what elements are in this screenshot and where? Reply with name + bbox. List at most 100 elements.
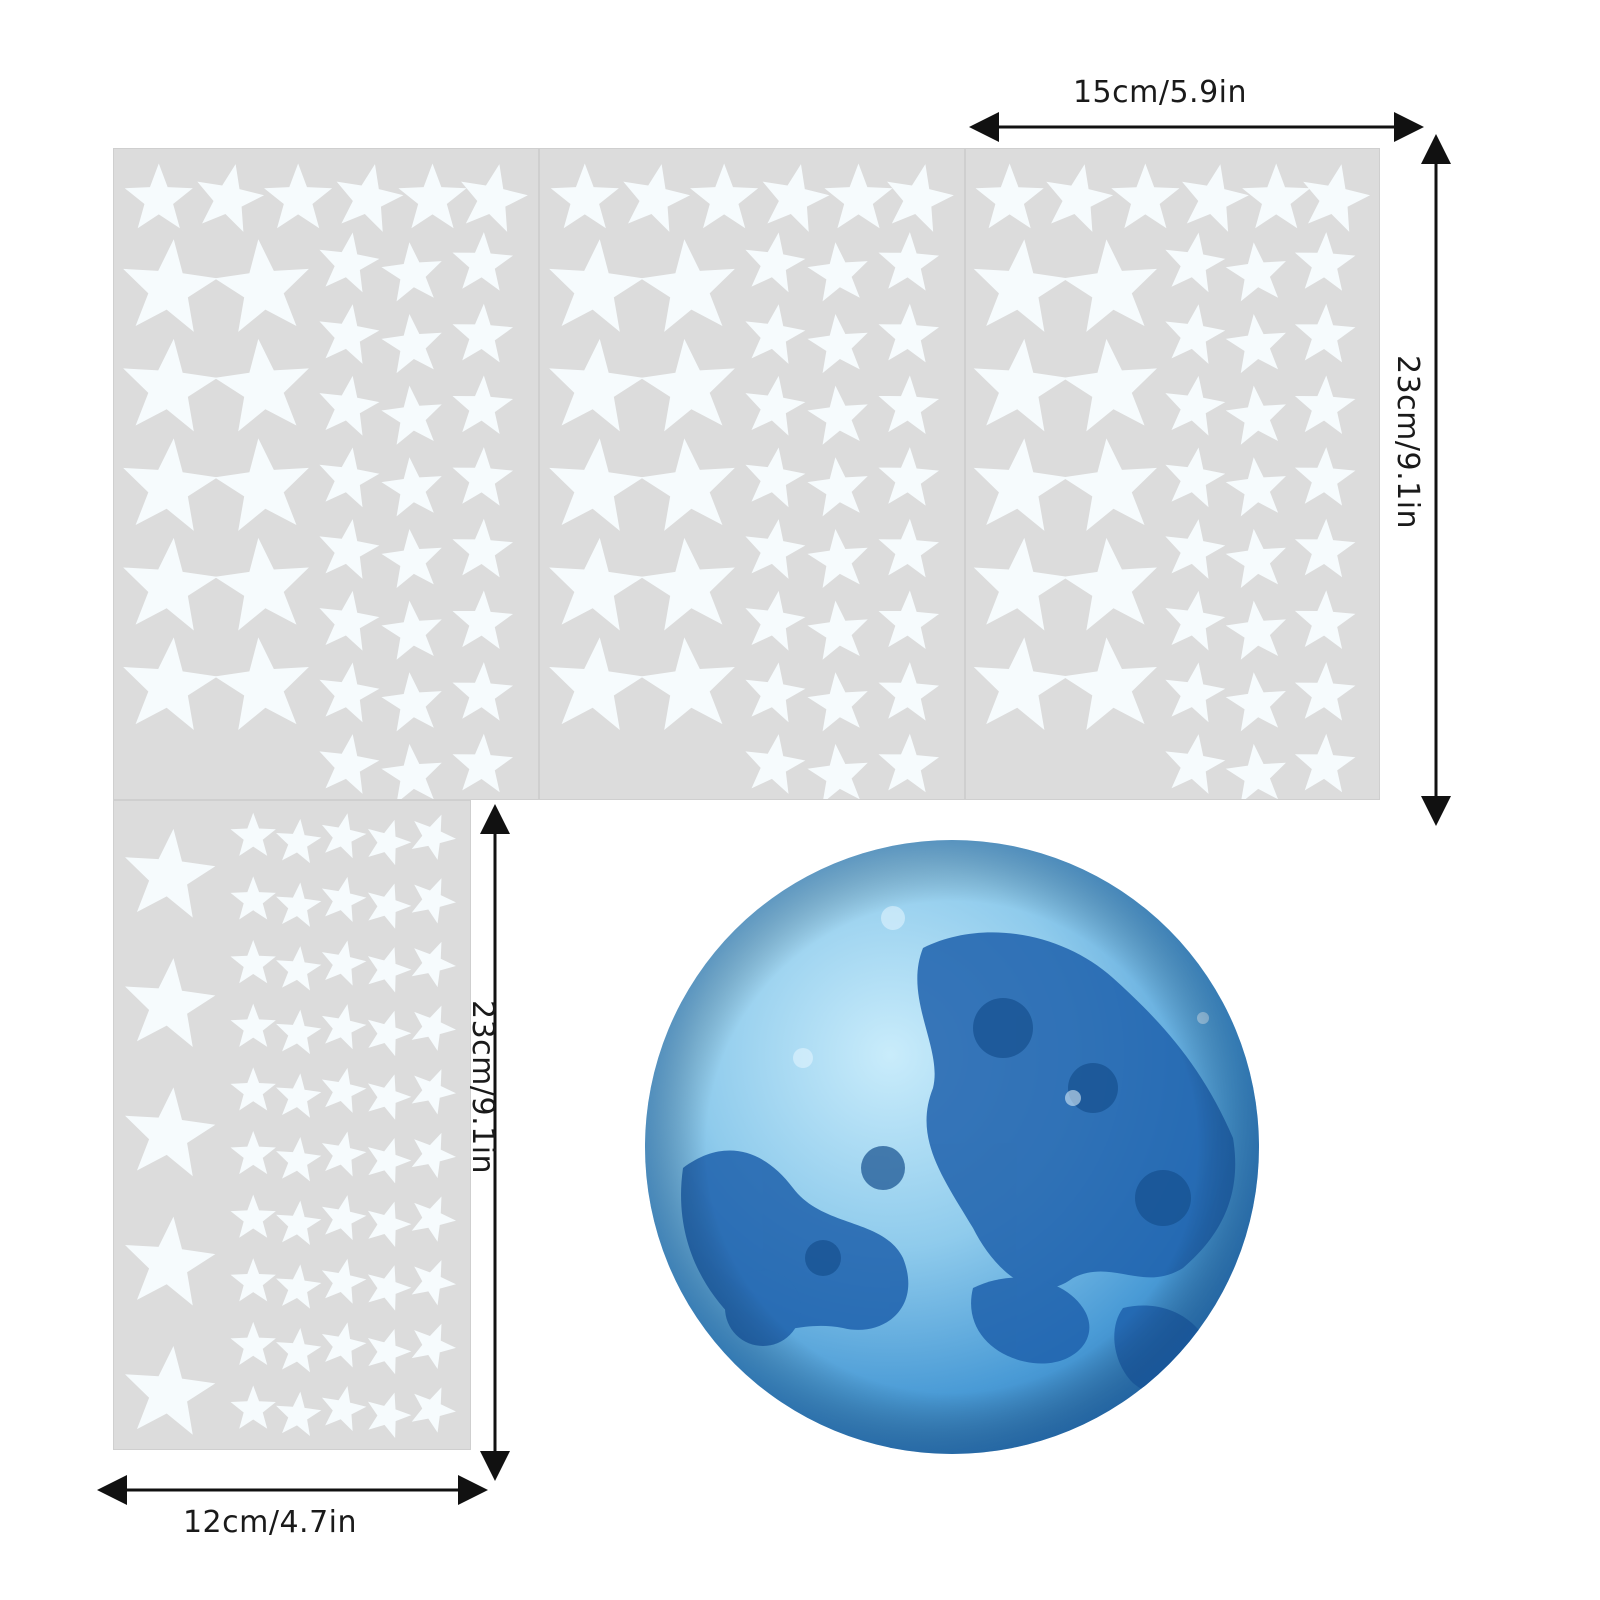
star-icon (452, 733, 514, 793)
star-icon (411, 814, 456, 860)
star-icon (125, 1216, 216, 1306)
star-icon (452, 662, 514, 721)
star-icon (321, 813, 367, 859)
star-icon (623, 164, 691, 232)
star-icon (973, 637, 1068, 730)
star-icon (411, 1260, 456, 1306)
star-icon (367, 947, 412, 993)
star-icon (878, 303, 940, 363)
star-icon (264, 163, 333, 229)
star-icon (878, 518, 940, 578)
star-icon (807, 313, 868, 374)
star-icon (745, 734, 806, 794)
star-icon (230, 940, 276, 984)
star-icon (319, 734, 380, 794)
star-icon (807, 457, 868, 517)
star-icon (123, 637, 218, 730)
star-icon (1165, 232, 1226, 293)
star-icon (1111, 163, 1180, 229)
star-icon (321, 1131, 367, 1177)
star-icon (1062, 637, 1157, 730)
star-icon (230, 1130, 276, 1175)
star-icon (276, 1264, 322, 1309)
star-icon (549, 239, 644, 332)
star-icon (975, 163, 1044, 229)
star-icon (321, 876, 367, 922)
star-sheet-large-2 (539, 148, 965, 800)
star-icon (398, 163, 467, 229)
bottom-width-label: 12cm/4.7in (182, 1505, 358, 1540)
star-icon (549, 338, 644, 432)
star-icon (452, 447, 514, 506)
star-icon (549, 438, 644, 531)
star-icon (125, 828, 216, 918)
star-icon (452, 303, 514, 363)
star-icon (367, 819, 412, 866)
star-icon (197, 164, 265, 232)
star-icon (381, 457, 442, 517)
star-icon (411, 878, 456, 924)
star-icon (549, 537, 644, 631)
star-icon (1225, 600, 1286, 660)
star-icon (321, 1386, 367, 1432)
star-icon (690, 163, 759, 229)
star-icon (230, 876, 276, 920)
star-icon (807, 528, 868, 589)
star-icon (452, 232, 514, 291)
star-icon (276, 1073, 322, 1118)
star-icon (745, 447, 806, 508)
star-icon (878, 447, 940, 506)
star-icon (321, 1195, 367, 1241)
star-icon (381, 313, 442, 374)
star-icon (276, 1009, 322, 1055)
star-icon (230, 812, 276, 856)
star-icon (411, 1387, 456, 1433)
star-icon (381, 385, 442, 445)
star-icon (1225, 672, 1286, 732)
star-icon (123, 239, 218, 332)
star-sheet-graphic (973, 163, 1371, 799)
star-icon (367, 1392, 412, 1438)
star-icon (319, 519, 380, 579)
star-icon (1182, 164, 1249, 232)
star-icon (276, 882, 322, 927)
star-icon (411, 1323, 456, 1370)
star-icon (411, 1132, 456, 1179)
star-icon (1294, 590, 1356, 649)
star-icon (1225, 313, 1286, 374)
star-icon (762, 164, 830, 232)
star-icon (878, 733, 940, 793)
star-icon (1294, 303, 1356, 363)
star-icon (276, 818, 322, 864)
star-icon (214, 637, 309, 730)
star-icon (321, 1322, 367, 1368)
star-icon (319, 375, 380, 436)
star-icon (973, 438, 1068, 531)
star-icon (411, 1005, 456, 1051)
star-icon (745, 375, 806, 436)
star-icon (745, 304, 806, 364)
star-icon (878, 232, 940, 291)
star-icon (336, 164, 404, 232)
star-icon (276, 1391, 322, 1436)
star-icon (640, 637, 735, 730)
star-sheet-graphic (125, 812, 456, 1438)
star-icon (321, 1067, 367, 1113)
star-icon (745, 232, 806, 293)
star-icon (1062, 239, 1157, 332)
middle-height-label: 23cm/9.1in (465, 1000, 500, 1175)
star-icon (276, 1137, 322, 1182)
star-icon (452, 518, 514, 578)
star-icon (123, 338, 218, 432)
star-icon (973, 537, 1068, 631)
star-icon (973, 338, 1068, 432)
star-icon (214, 338, 309, 432)
star-icon (381, 600, 442, 660)
star-icon (230, 1067, 276, 1111)
star-icon (319, 662, 380, 723)
star-icon (640, 438, 735, 531)
star-icon (973, 239, 1068, 332)
star-icon (550, 163, 619, 229)
right-height-label: 23cm/9.1in (1390, 355, 1425, 530)
star-icon (321, 940, 367, 986)
